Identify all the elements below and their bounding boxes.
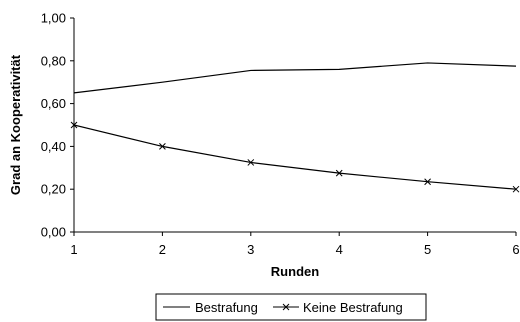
x-tick-label: 4 (336, 242, 343, 257)
legend: Bestrafung Keine Bestrafung (155, 293, 427, 321)
y-tick-label: 0,00 (41, 225, 66, 240)
x-tick-label: 2 (159, 242, 166, 257)
data-point-keine-bestrafung (70, 121, 78, 129)
y-tick-label: 0,20 (41, 182, 66, 197)
y-axis-title: Grad an Kooperativität (8, 54, 23, 195)
x-tick-label: 3 (247, 242, 254, 257)
legend-marker-keine-bestrafung (282, 303, 290, 311)
x-axis-ticks: 1 2 3 4 5 6 (70, 232, 520, 257)
x-tick-label: 6 (512, 242, 519, 257)
x-tick-label: 5 (424, 242, 431, 257)
data-point-keine-bestrafung (159, 143, 166, 150)
data-point-keine-bestrafung (335, 169, 343, 177)
y-tick-label: 0,40 (41, 139, 66, 154)
data-point-keine-bestrafung (247, 159, 255, 166)
data-point-keine-bestrafung (512, 185, 520, 193)
legend-label-bestrafung: Bestrafung (195, 300, 258, 315)
y-axis-ticks: 0,00 0,20 0,40 0,60 0,80 1,00 (41, 11, 74, 240)
data-point-keine-bestrafung (424, 178, 431, 186)
x-axis-title: Runden (271, 264, 319, 279)
y-tick-label: 0,60 (41, 96, 66, 111)
legend-label-keine-bestrafung: Keine Bestrafung (303, 300, 403, 315)
series-line-keine-bestrafung (73, 124, 517, 190)
x-tick-label: 1 (70, 242, 77, 257)
y-tick-label: 1,00 (41, 11, 66, 26)
y-tick-label: 0,80 (41, 53, 66, 68)
series-layer (70, 62, 520, 193)
series-line-bestrafung (73, 62, 517, 94)
